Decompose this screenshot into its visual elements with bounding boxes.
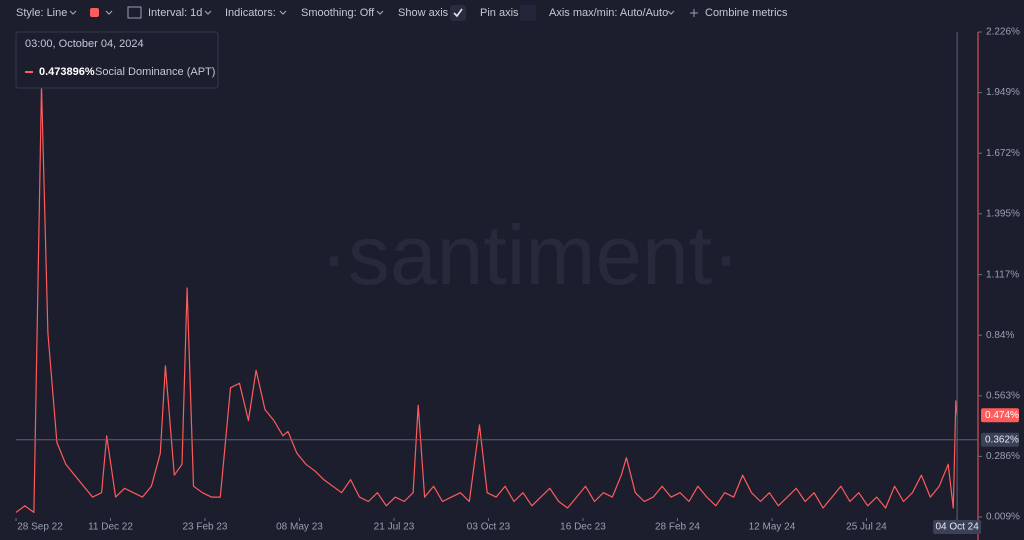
chevron [204,10,212,15]
chevron [105,10,113,15]
price-label: 0.362% [985,434,1019,445]
chevron [667,10,675,15]
y-tick-label: 1.672% [986,148,1020,159]
x-crosshair-label-box [933,520,982,534]
y-tick-label: 0.563% [986,390,1020,401]
toolbar: Style: Line Interval: 1d Indicators: Smo… [16,5,788,21]
x-tick-label: 12 May 24 [749,522,796,533]
x-tick-label: 21 Jul 23 [374,522,415,533]
tooltip-value: 0.473896% [39,66,95,78]
interval-icon [127,6,142,19]
x-tick-label: 23 Feb 23 [182,522,227,533]
checkbox[interactable] [520,5,536,21]
x-tick-label: 03 Oct 23 [467,522,511,533]
pin-axis-toggle[interactable]: Pin axis [480,7,519,19]
interval-button[interactable]: Interval: 1d [148,7,202,19]
plot: 0.009% 0.286% 0.563% 0.84% 1.117% 1.395% 1.672… [15,27,1020,540]
x-tick-label: 25 Jul 24 [846,522,887,533]
chevron [69,10,77,15]
y-tick-label: 1.395% [986,208,1020,219]
color-swatch[interactable] [90,8,99,17]
chevron [279,10,287,15]
price-label-box [981,432,1019,447]
smoothing-button[interactable]: Smoothing: Off [301,7,375,19]
x-tick-label: 16 Dec 23 [560,522,606,533]
indicators-button[interactable]: Indicators: [225,7,276,19]
y-tick-label: 0.84% [986,330,1014,341]
y-tick-label: 1.949% [986,87,1020,98]
checkmark [453,8,463,18]
combine-button[interactable]: Combine metrics [705,7,788,19]
plus-icon [690,9,698,17]
y-tick-label: 1.117% [986,269,1019,280]
x-tick-label: 11 Dec 22 [88,522,133,533]
tooltip-series-name: Social Dominance (APT) [95,66,215,78]
tooltip-box [15,31,219,89]
tooltip: 03:00, October 04, 2024 0.473896% Social… [15,31,219,89]
x-tick-label: 28 Feb 24 [655,522,700,533]
x-tick-label: 04 Oct 24 [935,522,979,533]
checkbox[interactable] [450,5,466,21]
last-value-box [981,408,1019,423]
tooltip-title: 03:00, October 04, 2024 [25,38,144,50]
y-tick-label: 0.009% [986,512,1020,523]
y-tick-label: 0.286% [986,451,1020,462]
x-tick-label: 08 May 23 [276,522,323,533]
show-axis-toggle[interactable]: Show axis [398,7,449,19]
last-value-label: 0.474% [985,410,1019,421]
axis-range-button[interactable]: Axis max/min: Auto/Auto [549,7,668,19]
style-button[interactable]: Style: Line [16,7,67,19]
series-line [15,85,958,513]
y-tick-label: 2.226% [986,27,1020,38]
chevron [376,10,384,15]
watermark: ·santiment· [320,208,740,302]
x-tick-label: 28 Sep 22 [17,522,63,533]
